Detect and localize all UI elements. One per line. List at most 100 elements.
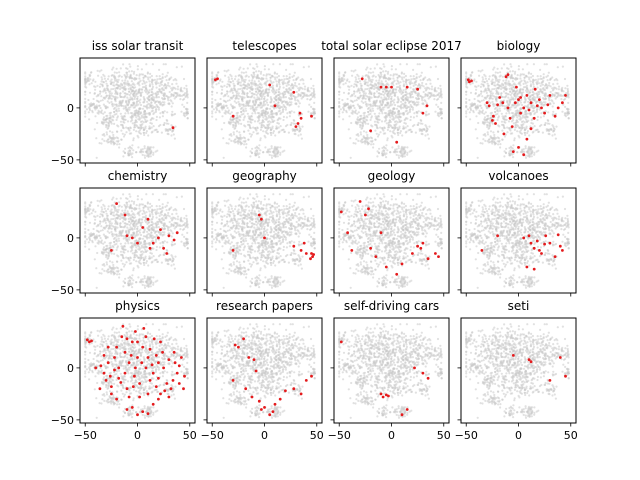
background-point <box>373 120 377 123</box>
background-point <box>559 93 562 96</box>
background-point <box>288 111 291 114</box>
background-point <box>470 74 473 77</box>
background-point <box>353 106 356 110</box>
background-point <box>243 116 246 119</box>
background-point <box>161 101 164 104</box>
background-point <box>237 100 240 103</box>
background-point <box>170 100 173 103</box>
highlight-point <box>231 114 235 118</box>
background-point <box>129 228 132 231</box>
background-point <box>147 78 150 81</box>
background-point <box>243 124 246 127</box>
background-point <box>140 124 143 127</box>
background-point <box>351 74 354 77</box>
background-point <box>359 133 363 136</box>
background-point <box>122 127 125 130</box>
background-point <box>125 82 128 85</box>
background-point <box>112 74 116 77</box>
background-point <box>530 119 533 122</box>
background-point <box>465 75 468 78</box>
background-point <box>376 155 379 158</box>
background-point <box>223 84 226 87</box>
background-point <box>282 93 285 96</box>
background-point <box>531 90 534 94</box>
background-point <box>528 98 531 101</box>
background-point <box>104 107 108 110</box>
background-point <box>358 107 362 110</box>
background-point <box>387 106 390 109</box>
background-point <box>144 91 148 94</box>
background-point <box>496 130 500 133</box>
background-point <box>422 85 425 88</box>
background-point <box>254 126 257 130</box>
background-point <box>400 100 403 103</box>
background-point <box>265 73 268 76</box>
background-point <box>530 151 533 155</box>
background-point <box>155 93 158 96</box>
background-point <box>113 71 116 74</box>
background-point <box>100 76 103 79</box>
background-point <box>257 153 260 156</box>
background-point <box>143 128 146 131</box>
background-point <box>551 100 554 103</box>
background-point <box>495 89 498 92</box>
background-point <box>149 76 152 79</box>
background-point <box>526 63 529 66</box>
background-point <box>84 115 87 118</box>
background-point <box>412 100 416 103</box>
highlight-point <box>498 96 502 99</box>
background-point <box>348 88 351 91</box>
background-point <box>250 85 253 88</box>
background-point <box>110 88 113 91</box>
background-point <box>136 65 139 68</box>
background-point <box>139 79 142 82</box>
background-point <box>524 98 527 101</box>
background-point <box>104 91 107 94</box>
background-point <box>540 82 543 85</box>
background-point <box>405 130 408 133</box>
background-point <box>515 111 519 114</box>
background-point <box>400 145 404 148</box>
background-point <box>508 154 512 157</box>
background-point <box>89 74 92 77</box>
background-point <box>259 149 262 152</box>
panel-chemistry: chemistry−500 <box>51 169 196 297</box>
background-point <box>152 117 155 120</box>
background-point <box>539 75 542 78</box>
background-point <box>126 73 129 76</box>
highlight-point <box>533 87 537 91</box>
background-point <box>113 113 116 116</box>
background-point <box>566 111 569 115</box>
background-point <box>174 96 177 99</box>
background-point <box>373 100 376 103</box>
background-point <box>415 115 418 118</box>
highlight-point <box>494 122 497 125</box>
highlight-point <box>556 106 560 110</box>
background-point <box>367 122 370 125</box>
background-point <box>370 96 373 99</box>
background-point <box>478 109 481 112</box>
background-point <box>127 82 130 85</box>
background-point <box>242 78 245 81</box>
background-point <box>143 98 146 101</box>
background-point <box>115 105 118 108</box>
background-point <box>246 112 249 115</box>
background-point <box>362 135 365 138</box>
background-point <box>246 67 249 70</box>
background-point <box>241 89 244 92</box>
background-point <box>378 79 381 82</box>
background-point <box>404 90 407 94</box>
background-point <box>258 114 261 117</box>
background-point <box>313 108 316 111</box>
background-point <box>246 95 249 98</box>
background-point <box>551 105 554 108</box>
highlight-point <box>384 85 388 89</box>
background-point <box>282 80 285 83</box>
background-point <box>288 87 291 90</box>
background-point <box>102 103 105 106</box>
background-point <box>288 73 291 76</box>
background-point <box>290 101 293 104</box>
background-point <box>272 130 275 133</box>
background-point <box>149 119 152 122</box>
background-point <box>365 105 368 108</box>
